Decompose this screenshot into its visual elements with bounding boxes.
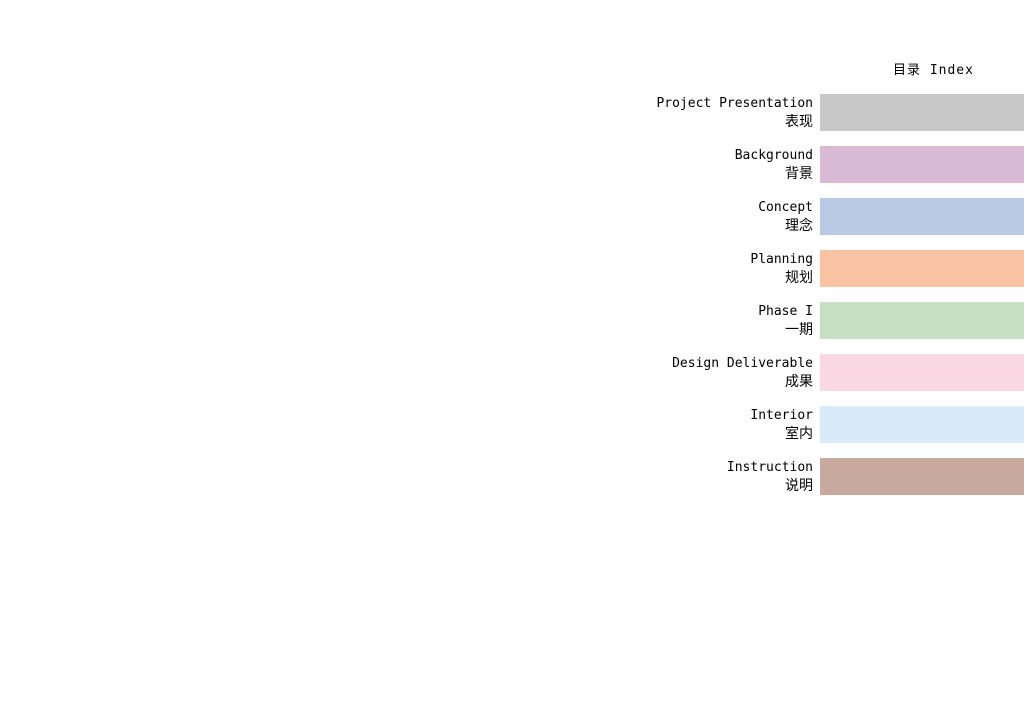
index-row-title-zh: 背景 <box>785 165 813 182</box>
index-row-title-zh: 说明 <box>785 477 813 494</box>
index-row-label: Planning 规划 <box>750 251 820 287</box>
index-row-label: Project Presentation 表现 <box>656 95 820 131</box>
index-row-label: Concept 理念 <box>758 199 820 235</box>
index-row-title-zh: 规划 <box>785 269 813 286</box>
index-row-color-bar <box>820 94 1024 131</box>
index-row-color-bar <box>820 406 1024 443</box>
index-row-color-bar <box>820 250 1024 287</box>
index-row-title-en: Design Deliverable <box>672 355 813 371</box>
index-row-title-en: Interior <box>750 407 813 423</box>
index-row-title-en: Background <box>734 147 813 163</box>
index-row-title-en: Phase I <box>758 303 813 319</box>
index-row[interactable]: Concept 理念 <box>0 198 1024 235</box>
index-row[interactable]: Interior 室内 <box>0 406 1024 443</box>
index-row-label: Phase I 一期 <box>758 303 820 339</box>
index-row-title-zh: 一期 <box>785 321 813 338</box>
page-title: 目录 Index <box>893 63 974 78</box>
index-row-title-en: Planning <box>750 251 813 267</box>
index-row[interactable]: Phase I 一期 <box>0 302 1024 339</box>
index-row[interactable]: Project Presentation 表现 <box>0 94 1024 131</box>
index-row-color-bar <box>820 302 1024 339</box>
index-row[interactable]: Background 背景 <box>0 146 1024 183</box>
index-row-title-zh: 室内 <box>785 425 813 442</box>
index-row-color-bar <box>820 146 1024 183</box>
index-row-title-en: Concept <box>758 199 813 215</box>
index-row-title-en: Project Presentation <box>656 95 813 111</box>
index-row[interactable]: Design Deliverable 成果 <box>0 354 1024 391</box>
index-row-color-bar <box>820 354 1024 391</box>
index-row-title-zh: 成果 <box>785 373 813 390</box>
index-row[interactable]: Instruction 说明 <box>0 458 1024 495</box>
index-row-color-bar <box>820 458 1024 495</box>
index-row-label: Instruction 说明 <box>727 459 820 495</box>
index-row-label: Background 背景 <box>735 147 820 183</box>
index-row-label: Interior 室内 <box>750 407 820 443</box>
index-row-title-zh: 理念 <box>785 217 813 234</box>
index-row-title-zh: 表现 <box>785 113 813 130</box>
index-row-color-bar <box>820 198 1024 235</box>
index-row-title-en: Instruction <box>726 459 813 475</box>
index-row-label: Design Deliverable 成果 <box>672 355 820 391</box>
index-row[interactable]: Planning 规划 <box>0 250 1024 287</box>
index-list: Project Presentation 表现 Background 背景 Co… <box>0 94 1024 510</box>
